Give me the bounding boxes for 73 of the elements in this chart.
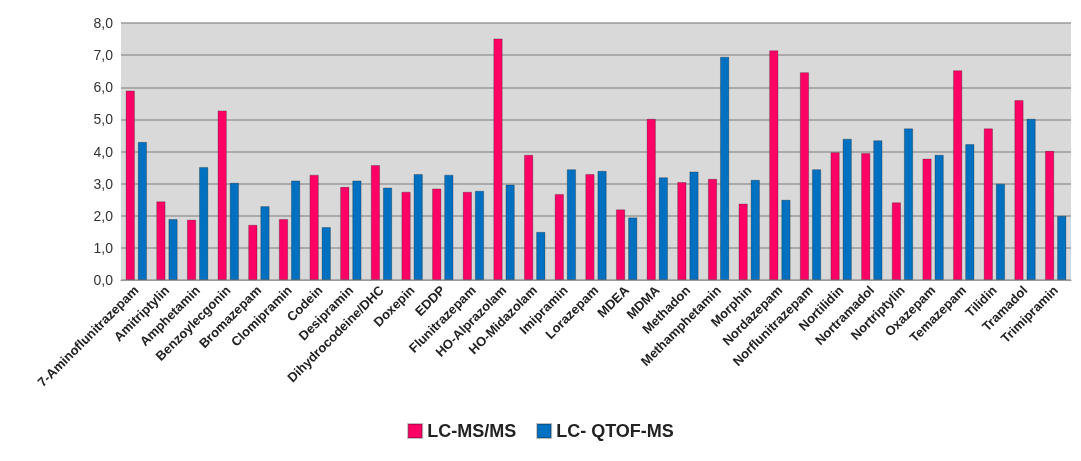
bar [566,169,577,280]
bar [340,186,350,280]
bar [615,209,626,280]
bar [830,152,840,280]
y-tick-label: 0,0 [93,272,114,288]
bar [861,153,871,280]
bar [156,201,166,280]
bar [597,170,607,280]
bar [462,191,473,280]
y-tick-label: 5,0 [93,111,114,128]
bar [370,164,381,280]
legend-label: LC- QTOF-MS [556,421,674,441]
bar [781,199,791,280]
bar [321,226,331,280]
bar [536,231,546,280]
bar [278,218,289,280]
bar [658,177,669,280]
y-tick-label: 6,0 [93,79,114,96]
bar [413,173,423,280]
bar [953,70,963,280]
bar [873,140,883,280]
bar [505,184,515,280]
bar [1044,150,1055,280]
bar [934,154,944,280]
y-tick-label: 2,0 [93,207,114,224]
bar [523,154,534,280]
bar [444,174,454,280]
bar [168,218,178,280]
bar [382,187,393,280]
bar [811,169,822,280]
y-tick-label: 4,0 [93,143,114,160]
bar [628,217,638,280]
bar [401,191,411,280]
bar [554,193,564,280]
bar [719,56,730,280]
bar [229,182,239,280]
bar [217,110,227,280]
bar [493,38,503,280]
bar [707,178,718,280]
bar [137,141,148,280]
bar [186,219,197,280]
bar [432,188,442,280]
bar [769,50,779,280]
bar [199,166,209,280]
bar [738,203,748,280]
y-tick-label: 3,0 [93,175,114,192]
bar [585,173,595,280]
bar [891,202,902,280]
bar [677,182,687,280]
bar [842,138,852,280]
bar [309,174,319,280]
bar [689,171,699,280]
bar [248,224,258,280]
bar [750,179,760,280]
bar [983,128,993,280]
bar [922,158,932,280]
bar [260,206,270,280]
bar [903,128,914,280]
bar [474,190,485,280]
bar [995,183,1006,280]
legend-label: LC-MS/MS [427,421,517,441]
bar [1014,100,1024,280]
y-tick-label: 8,0 [93,15,114,31]
bar [1057,215,1067,280]
y-tick-label: 1,0 [93,239,114,256]
y-tick-label: 7,0 [93,47,114,64]
bar [290,180,301,280]
bar [352,180,362,280]
bar [125,90,135,280]
bar [799,72,810,280]
bar [965,144,975,280]
bar [646,118,656,280]
bar [1026,118,1036,280]
